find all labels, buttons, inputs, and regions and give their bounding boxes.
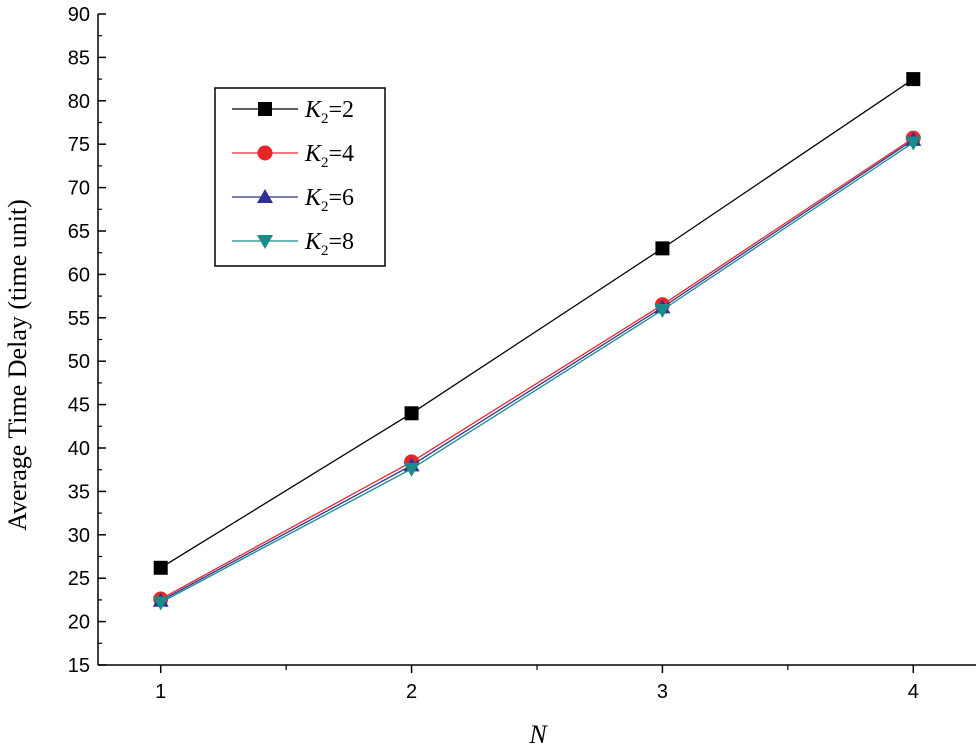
legend-item: K2=6 [232,185,354,215]
x-tick-label: 4 [908,681,919,703]
legend-box [214,87,386,267]
data-point [403,462,420,477]
y-tick-label: 35 [68,481,90,503]
series-line [160,78,914,569]
y-tick-label: 80 [68,91,90,113]
y-tick-label: 30 [68,525,90,547]
data-point [905,136,922,151]
data-point [906,72,921,87]
y-tick-label: 40 [68,438,90,460]
x-tick-label: 2 [406,681,417,703]
legend-label: K2=8 [304,229,354,259]
legend-label: K2=4 [304,141,354,171]
y-tick-label: 20 [68,612,90,634]
y-tick-label: 85 [68,47,90,69]
legend-item: K2=8 [232,229,354,259]
y-tick-label: 65 [68,221,90,243]
legend-marker [257,145,273,161]
y-tick-label: 25 [68,568,90,590]
legend-label: K2=6 [304,185,354,215]
y-tick-label: 75 [68,134,90,156]
series-line [160,141,914,604]
series-line [160,139,914,602]
legend: K2=2 K2=4 K2=6 K2=8 [214,87,386,267]
data-point [152,596,169,611]
series-line [160,137,914,600]
y-tick-label: 60 [68,264,90,286]
x-tick-label: 1 [155,681,166,703]
legend-item: K2=2 [232,97,354,127]
legend-marker [258,102,272,116]
y-tick-label: 50 [68,351,90,373]
y-tick-label: 55 [68,308,90,330]
y-axis-title: Average Time Delay (time unit) [3,199,32,531]
y-axis-ticks: 15 20 25 30 35 40 45 50 55 60 65 70 75 80 85 90 [68,4,106,677]
data-point [655,241,670,256]
y-tick-label: 70 [68,178,90,200]
y-tick-label: 90 [68,4,90,26]
series-4 [152,136,922,611]
y-tick-label: 45 [68,395,90,417]
legend-item: K2=4 [232,141,354,171]
x-tick-label: 3 [657,681,668,703]
legend-label: K2=2 [304,97,354,127]
legend-marker [257,189,273,203]
series-layer [152,72,922,611]
legend-marker [257,235,273,249]
y-tick-label: 15 [68,655,90,677]
x-axis-ticks: 1 2 3 4 [155,665,919,703]
x-axis-title: N [528,720,548,749]
data-point [654,303,671,318]
data-point [404,406,419,421]
data-point [153,560,168,575]
series-1 [153,72,921,575]
